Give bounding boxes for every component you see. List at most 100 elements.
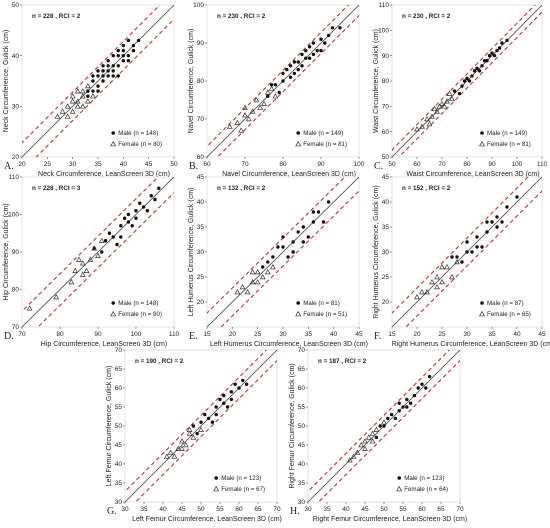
male-point	[241, 378, 245, 383]
identity-line	[207, 177, 359, 327]
male-point	[281, 245, 285, 249]
legend-female-marker	[295, 140, 302, 147]
female-point	[83, 267, 90, 273]
y-tick-label: 25	[382, 274, 390, 281]
female-point	[179, 438, 185, 444]
y-tick-label: 70	[382, 104, 390, 111]
male-point	[101, 69, 105, 73]
male-point	[477, 69, 482, 73]
x-tick-label: 90	[317, 161, 325, 168]
female-point	[446, 90, 453, 96]
x-tick-label: 30	[69, 161, 77, 168]
rci-upper-line	[125, 350, 268, 493]
male-point	[330, 26, 335, 30]
female-point	[439, 263, 445, 270]
x-tick-label: 90	[94, 331, 102, 338]
female-point	[253, 96, 260, 103]
male-point	[111, 69, 115, 73]
male-point	[106, 64, 110, 68]
male-point	[462, 79, 467, 83]
female-point	[444, 263, 450, 270]
female-point	[362, 445, 368, 451]
x-tick-label: 30	[279, 331, 287, 338]
male-point	[222, 393, 226, 398]
x-tick-label: 80	[56, 331, 64, 338]
legend-female-marker	[295, 310, 302, 317]
male-point	[106, 74, 110, 78]
female-point	[434, 273, 440, 280]
y-tick-label: 65	[298, 366, 306, 373]
y-tick-label: 55	[298, 404, 306, 411]
identity-line	[125, 350, 277, 502]
male-point	[131, 48, 136, 53]
scatter-panel: 60 70 80 90 100 60 70 80 90 100 n = 230 , RCI = 2 M…	[188, 2, 365, 178]
male-point	[119, 224, 123, 228]
y-tick-label: 65	[115, 366, 123, 373]
female-point	[424, 115, 430, 122]
female-point	[439, 278, 445, 285]
male-point	[225, 405, 230, 409]
female-point	[257, 104, 264, 110]
y-tick-label: 20	[12, 154, 20, 161]
rci-lower-line	[317, 359, 460, 502]
y-tick-label: 100	[378, 28, 389, 35]
male-point	[229, 390, 234, 394]
male-point	[515, 195, 519, 199]
x-tick-label: 55	[216, 506, 224, 513]
female-point	[444, 98, 450, 104]
x-axis-label: Hip Circumference, LeanScreen 3D (cm)	[41, 341, 167, 348]
female-point	[198, 426, 204, 432]
y-tick-label: 55	[115, 404, 123, 411]
x-axis-label: Left Femur Circumference, LeanScreen 3D …	[132, 516, 282, 523]
female-point	[419, 123, 425, 129]
x-tick-label: 35	[305, 331, 313, 338]
y-axis-label: Navel Circumference, Gulick (cm)	[188, 29, 195, 134]
data-points	[414, 38, 509, 132]
legend-male-marker	[480, 301, 484, 305]
male-point	[465, 76, 469, 81]
legend-male-label: Male (n = 123)	[404, 475, 444, 482]
female-point	[72, 267, 79, 273]
y-axis-label: Left Femur Circumference, Gulick (cm)	[106, 366, 113, 487]
y-tick-label: 60	[115, 385, 123, 392]
male-point	[482, 59, 487, 63]
y-tick-label: 45	[197, 174, 205, 181]
female-point	[264, 89, 271, 95]
male-point	[149, 194, 153, 198]
male-point	[457, 91, 462, 96]
male-point	[121, 53, 126, 58]
male-point	[480, 245, 484, 249]
legend-male-marker	[480, 131, 484, 135]
y-tick-label: 40	[115, 461, 123, 468]
male-point	[378, 424, 382, 428]
male-point	[131, 43, 136, 48]
panel-letter: C.	[374, 161, 383, 172]
male-point	[126, 220, 131, 224]
legend-female-label: Female (n = 80)	[118, 311, 162, 318]
male-point	[103, 239, 108, 243]
male-point	[285, 67, 289, 72]
scatter-panel: 15 20 25 30 35 40 45 20 25 30 35 40 45 n = 152 , RCI …	[373, 174, 550, 348]
female-point	[91, 245, 98, 251]
legend-male-label: Male (n = 87)	[487, 300, 524, 307]
reference-lines	[22, 177, 174, 327]
male-point	[382, 424, 386, 428]
male-point	[199, 420, 203, 424]
female-point	[79, 260, 86, 266]
legend-female-marker	[396, 485, 403, 492]
x-axis-label: Right Humerus Circumference, LeanScreen …	[392, 341, 550, 348]
male-point	[122, 216, 127, 220]
male-point	[261, 265, 265, 269]
legend-female-label: Female (n = 51)	[303, 311, 347, 318]
male-point	[470, 74, 474, 78]
male-point	[311, 52, 316, 57]
rci-lower-line	[216, 14, 359, 157]
identity-line	[22, 177, 174, 327]
female-point	[74, 103, 81, 109]
male-point	[116, 53, 120, 58]
female-point	[358, 441, 365, 448]
x-tick-label: 50	[197, 506, 205, 513]
male-point	[288, 64, 293, 68]
panel-annotation: n = 230 , RCI = 2	[217, 13, 266, 20]
male-point	[111, 64, 115, 68]
